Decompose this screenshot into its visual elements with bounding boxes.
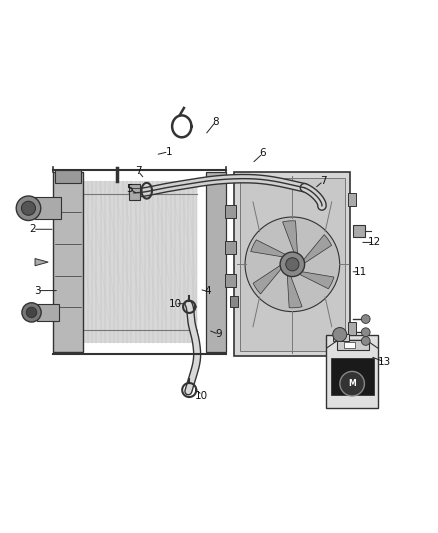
Text: 2: 2 [29, 224, 36, 235]
Text: 12: 12 [368, 237, 381, 247]
Text: 6: 6 [259, 149, 266, 158]
Circle shape [22, 303, 41, 322]
Text: 9: 9 [215, 329, 223, 340]
Bar [230, 296, 238, 307]
Polygon shape [35, 259, 48, 266]
Circle shape [286, 258, 299, 271]
Bar [129, 184, 140, 200]
Polygon shape [297, 271, 334, 289]
Bar [331, 358, 374, 395]
Polygon shape [283, 221, 297, 255]
Circle shape [333, 328, 347, 342]
Polygon shape [287, 273, 302, 308]
Circle shape [280, 252, 305, 277]
Text: 4: 4 [205, 286, 212, 296]
Bar [53, 172, 83, 352]
Text: 8: 8 [212, 117, 219, 127]
Bar [348, 193, 356, 206]
Text: 10: 10 [169, 298, 182, 309]
Text: 7: 7 [134, 166, 141, 176]
Text: 10: 10 [195, 391, 208, 401]
Text: M: M [348, 379, 356, 388]
Bar [344, 342, 355, 348]
Bar [337, 340, 369, 350]
Text: 5: 5 [126, 183, 133, 193]
Bar [35, 197, 61, 219]
Polygon shape [251, 240, 287, 257]
Bar [225, 241, 236, 254]
Polygon shape [253, 264, 283, 294]
Circle shape [26, 307, 37, 318]
Text: 3: 3 [34, 286, 41, 296]
Bar [353, 225, 365, 237]
Bar [225, 273, 236, 287]
Bar [332, 334, 349, 341]
Bar [74, 181, 197, 343]
Text: 7: 7 [320, 176, 327, 186]
Circle shape [361, 314, 370, 324]
Bar [225, 205, 236, 219]
Bar [348, 322, 356, 335]
Bar [206, 172, 226, 352]
Circle shape [245, 217, 340, 312]
Bar [234, 172, 350, 356]
Text: 11: 11 [354, 266, 367, 277]
Bar [37, 304, 59, 321]
Circle shape [361, 336, 370, 345]
Circle shape [21, 201, 35, 215]
Circle shape [361, 328, 370, 336]
Bar [55, 170, 81, 183]
Bar [240, 177, 345, 351]
Circle shape [16, 196, 41, 221]
Bar [326, 335, 378, 408]
Text: 1: 1 [165, 147, 172, 157]
Polygon shape [302, 235, 332, 264]
Text: 13: 13 [378, 357, 391, 367]
Circle shape [340, 372, 364, 396]
